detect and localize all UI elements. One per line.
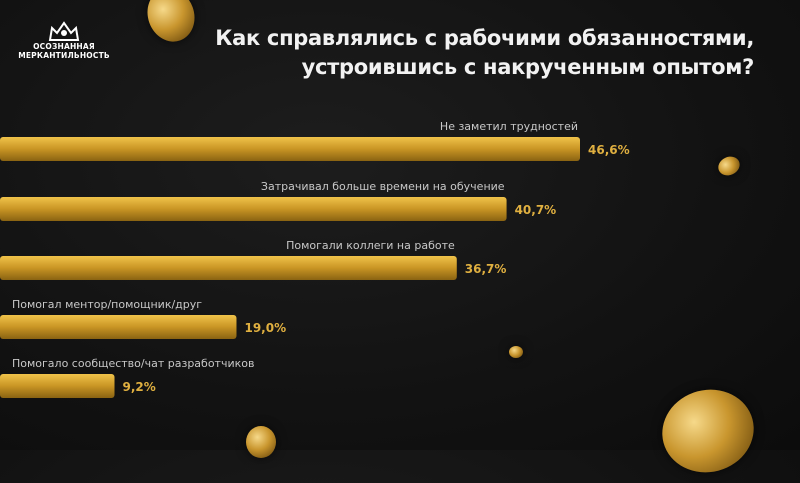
- bar: [0, 197, 507, 221]
- title-line1: Как справлялись с рабочими обязанностями…: [215, 26, 754, 50]
- bar: [0, 137, 580, 161]
- bar: [0, 256, 457, 280]
- value-label: 46,6%: [588, 143, 630, 157]
- title-line2: устроившись с накрученным опытом?: [301, 55, 755, 79]
- value-label: 36,7%: [465, 262, 507, 276]
- coin-decoration: [509, 346, 523, 358]
- logo-text-line1: ОСОЗНАННАЯ: [33, 42, 95, 51]
- category-label: Помогал ментор/помощник/друг: [12, 298, 202, 311]
- logo-text-line2: МЕРКАНТИЛЬНОСТЬ: [18, 51, 110, 60]
- category-label: Помогало сообщество/чат разработчиков: [12, 357, 254, 370]
- bar-chart: Не заметил трудностей 46,6% Затрачивал бол…: [0, 120, 630, 398]
- category-label: Не заметил трудностей: [440, 120, 578, 133]
- category-label: Затрачивал больше времени на обучение: [261, 180, 505, 193]
- lion-crown-icon: [48, 21, 80, 41]
- page-title: Как справлялись с рабочими обязанностями…: [194, 24, 754, 82]
- category-label: Помогали коллеги на работе: [286, 239, 455, 252]
- value-label: 19,0%: [244, 321, 286, 335]
- value-label: 40,7%: [515, 203, 557, 217]
- bar: [0, 315, 237, 339]
- bar: [0, 374, 115, 398]
- value-label: 9,2%: [123, 380, 156, 394]
- logo: ОСОЗНАННАЯ МЕРКАНТИЛЬНОСТЬ: [18, 20, 110, 60]
